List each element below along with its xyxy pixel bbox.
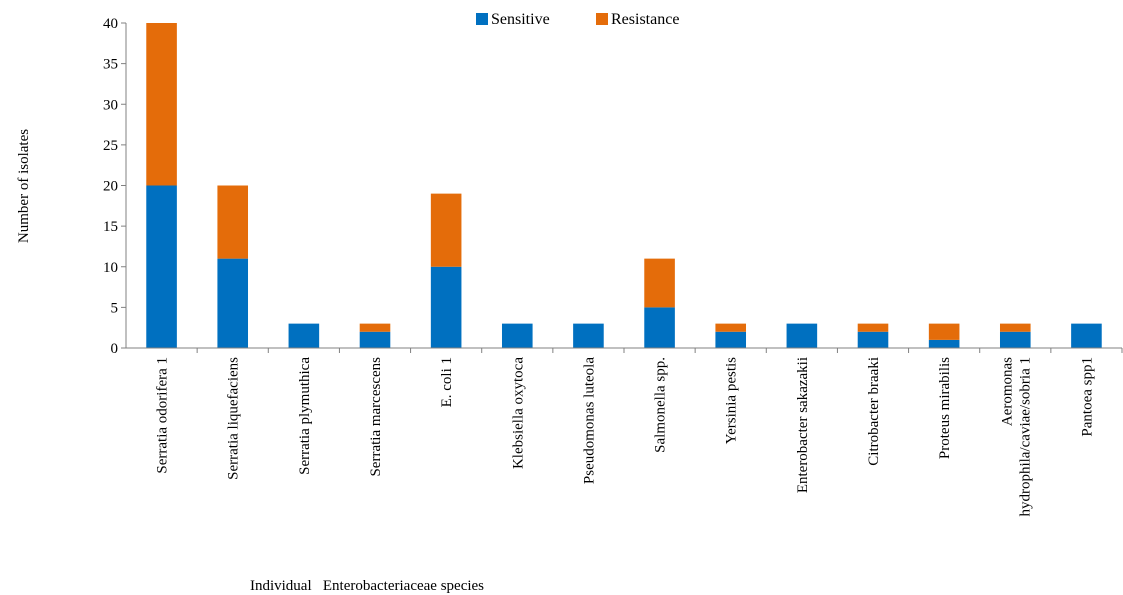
x-category-label: Proteus mirabilis xyxy=(937,357,953,459)
x-category-label: Serratia plymuthica xyxy=(297,357,313,475)
legend-label-resistance: Resistance xyxy=(611,11,679,28)
y-ticks: 0 5 10 15 20 25 30 35 40 xyxy=(103,16,126,357)
y-tick-label: 25 xyxy=(103,138,118,154)
y-axis-title: Number of isolates xyxy=(16,129,32,243)
bar-sensitive-6 xyxy=(501,323,533,348)
y-tick-label: 35 xyxy=(103,57,118,73)
legend: Sensitive Resistance xyxy=(476,11,679,28)
x-category-label: Citrobacter braaki xyxy=(866,357,882,466)
bar-resistance-11 xyxy=(857,323,889,332)
x-category-label: Serratia marcescens xyxy=(368,357,384,477)
x-category-label: Salmonella spp. xyxy=(653,357,669,453)
bar-sensitive-13 xyxy=(999,331,1031,348)
legend-label-sensitive: Sensitive xyxy=(491,11,550,28)
bar-sensitive-2 xyxy=(217,258,249,348)
bar-sensitive-12 xyxy=(928,339,960,348)
bar-resistance-5 xyxy=(430,193,462,267)
bar-sensitive-11 xyxy=(857,331,889,348)
y-tick-label: 20 xyxy=(103,179,118,195)
x-category-label: Klebsiella oxytoca xyxy=(510,357,526,469)
x-category-label: Pantoea spp1 xyxy=(1079,357,1095,437)
legend-swatch-sensitive xyxy=(476,13,488,25)
legend-swatch-resistance xyxy=(596,13,608,25)
bar-resistance-12 xyxy=(928,323,960,340)
x-category-label: hydrophila/caviae/sobria 1 xyxy=(1017,357,1033,517)
bar-sensitive-8 xyxy=(644,307,675,348)
bar-resistance-8 xyxy=(644,258,675,308)
x-category-label: Pseudomonas luteola xyxy=(581,357,597,484)
bar-sensitive-14 xyxy=(1071,323,1102,348)
bar-sensitive-10 xyxy=(786,323,818,348)
bars xyxy=(146,23,1123,353)
y-tick-label: 15 xyxy=(103,219,118,235)
bar-resistance-2 xyxy=(217,185,249,259)
y-tick-label: 10 xyxy=(103,260,118,276)
x-category-label: Enterobacter sakazakii xyxy=(795,357,811,493)
y-tick-label: 5 xyxy=(111,300,119,316)
y-tick-label: 40 xyxy=(103,16,118,32)
bar-resistance-4 xyxy=(359,323,391,332)
x-category-label: Serratia odorifera 1 xyxy=(155,357,171,474)
x-tick-labels: Serratia odorifera 1 Serratia liquefacien… xyxy=(155,357,1096,517)
x-category-label: Serratia liquefaciens xyxy=(226,357,242,480)
bar-resistance-9 xyxy=(715,323,747,332)
bar-resistance-13 xyxy=(999,323,1031,332)
y-tick-label: 30 xyxy=(103,97,118,113)
axes xyxy=(122,23,1122,349)
bar-sensitive-3 xyxy=(288,323,320,348)
x-category-label: E. coli 1 xyxy=(439,357,455,407)
bar-sensitive-5 xyxy=(430,266,462,348)
bar-sensitive-9 xyxy=(715,331,747,348)
bar-sensitive-1 xyxy=(146,185,177,348)
y-tick-label: 0 xyxy=(111,341,119,357)
bar-sensitive-4 xyxy=(359,331,391,348)
bar-sensitive-7 xyxy=(573,323,604,348)
x-axis-title: Individual Enterobacteriaceae species xyxy=(250,578,484,594)
x-category-label: Yersinia pestis xyxy=(724,357,740,444)
bar-resistance-1 xyxy=(146,23,177,186)
x-category-label: Aeromonas xyxy=(999,357,1015,426)
